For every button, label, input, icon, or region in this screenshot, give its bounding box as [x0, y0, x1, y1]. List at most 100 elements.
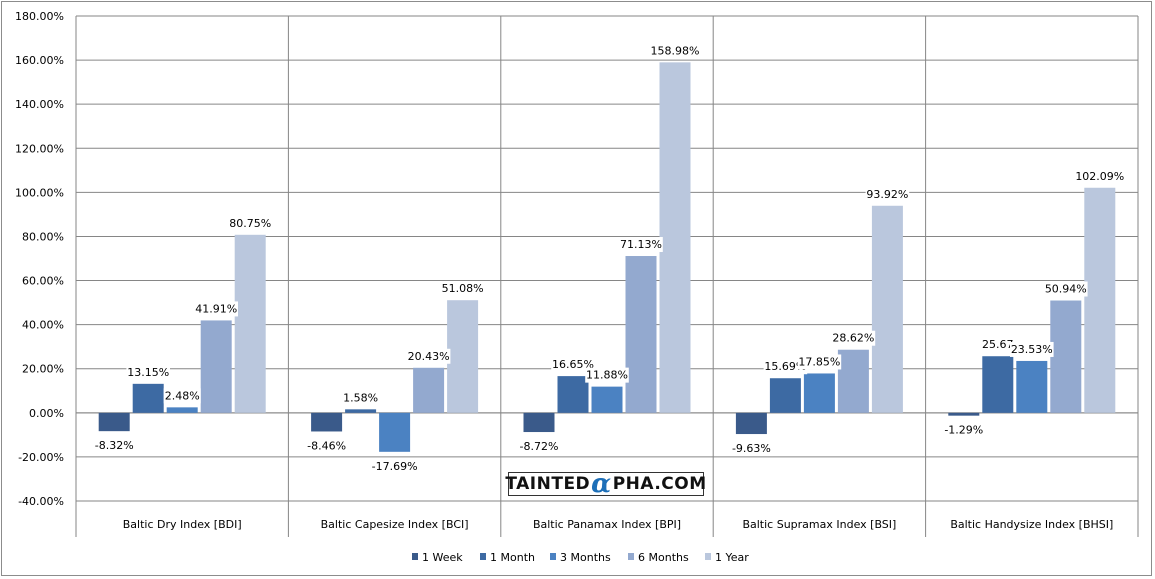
x-axis: Baltic Dry Index [BDI] Baltic Capesize In… [123, 518, 1114, 531]
data-label: -17.69% [372, 460, 418, 473]
y-tick-label: 40.00% [22, 319, 64, 332]
y-tick-label: 0.00% [29, 407, 64, 420]
bar [447, 300, 479, 413]
bar [982, 356, 1014, 413]
data-label-bg [517, 439, 561, 455]
legend-swatch [628, 553, 634, 560]
data-label: 25.67 [982, 338, 1014, 351]
x-category-label: Baltic Handysize Index [BHSI] [950, 518, 1113, 531]
bar [769, 378, 801, 413]
legend-swatch [705, 553, 711, 560]
data-label: 102.09% [1075, 170, 1124, 183]
data-label: 1.58% [343, 391, 378, 404]
data-label-bg [406, 348, 451, 364]
bar [413, 367, 445, 413]
bar [345, 409, 377, 413]
bar [132, 383, 164, 413]
bar [659, 62, 691, 413]
data-label-bg [440, 281, 485, 297]
data-label-bg [551, 357, 595, 373]
bar [837, 349, 869, 413]
x-category-label: Baltic Supramax Index [BSI] [742, 518, 896, 531]
bar [625, 256, 657, 413]
x-category-label: Baltic Capesize Index [BCI] [321, 518, 469, 531]
data-label-bg [1044, 281, 1088, 297]
x-category-label: Baltic Panamax Index [BPI] [533, 518, 681, 531]
data-label-bg [1074, 168, 1125, 184]
data-label-bg [865, 186, 910, 202]
watermark-pre: TAINTED [505, 474, 591, 494]
data-label: 16.65% [552, 358, 594, 371]
data-label-bg [1010, 341, 1054, 357]
watermark-post: PHA.COM [612, 474, 707, 494]
data-label: 50.94% [1045, 283, 1087, 296]
bar [557, 376, 589, 413]
legend-swatch [480, 553, 486, 560]
data-label-bg [369, 458, 420, 474]
data-label-bg [942, 422, 986, 438]
data-label: 80.75% [229, 217, 271, 230]
bar [1016, 360, 1048, 413]
legend-swatch [550, 553, 556, 560]
data-label: 13.15% [127, 366, 169, 379]
data-label-bg [342, 390, 380, 406]
bar [200, 320, 232, 413]
bar [948, 412, 980, 416]
data-label: 71.13% [620, 238, 662, 251]
y-tick-label: 60.00% [22, 275, 64, 288]
bar [166, 407, 198, 413]
y-tick-label: 100.00% [15, 186, 64, 199]
y-tick-label: 80.00% [22, 230, 64, 243]
y-tick-label: -20.00% [18, 451, 64, 464]
data-label: 23.53% [1011, 343, 1053, 356]
data-label-bg [126, 364, 170, 380]
legend-label: 6 Months [638, 551, 689, 564]
data-label-bg [979, 337, 1017, 353]
y-tick-label: 160.00% [15, 54, 64, 67]
bar [311, 412, 343, 432]
bar [1050, 300, 1082, 413]
data-label: 15.69% [764, 360, 806, 373]
data-label-bg [585, 367, 629, 383]
bar [591, 386, 623, 413]
data-label: 158.98% [651, 44, 700, 57]
y-tick-label: 120.00% [15, 142, 64, 155]
bar [98, 412, 130, 432]
data-label-bg [304, 438, 349, 454]
bar [1084, 187, 1116, 413]
data-label: -9.63% [732, 442, 771, 455]
data-label: 51.08% [442, 282, 484, 295]
bar [871, 205, 903, 413]
data-label: 2.48% [165, 389, 200, 402]
legend: 1 Week 1 Month 3 Months 6 Months 1 Year [412, 551, 749, 564]
bar [234, 234, 266, 413]
data-label: 11.88% [586, 369, 628, 382]
data-label-bg [163, 388, 201, 404]
bar [523, 412, 555, 433]
data-label-bg [228, 215, 272, 231]
data-label-bg [729, 441, 774, 457]
y-tick-label: 180.00% [15, 10, 64, 23]
bar [735, 412, 767, 435]
legend-swatch [412, 553, 418, 560]
data-label: -1.29% [944, 424, 983, 437]
bar-series [98, 62, 1116, 452]
data-label-bg [831, 330, 876, 346]
watermark-alpha: α [591, 469, 612, 499]
data-label: 20.43% [408, 350, 450, 363]
data-label-bg [797, 354, 842, 370]
watermark-logo: TAINTED α PHA.COM [505, 469, 707, 499]
bar [379, 412, 411, 452]
x-category-label: Baltic Dry Index [BDI] [123, 518, 242, 531]
data-label-bg [649, 43, 701, 59]
data-label: 41.91% [195, 302, 237, 315]
data-label-bg [92, 438, 136, 454]
data-label-bg [194, 301, 238, 317]
data-label-bg [619, 237, 663, 253]
legend-label: 3 Months [560, 551, 611, 564]
data-label: -8.32% [95, 439, 134, 452]
legend-label: 1 Year [715, 551, 749, 564]
data-label: -8.46% [307, 439, 346, 452]
data-label: 93.92% [866, 188, 908, 201]
data-label: -8.72% [520, 440, 559, 453]
